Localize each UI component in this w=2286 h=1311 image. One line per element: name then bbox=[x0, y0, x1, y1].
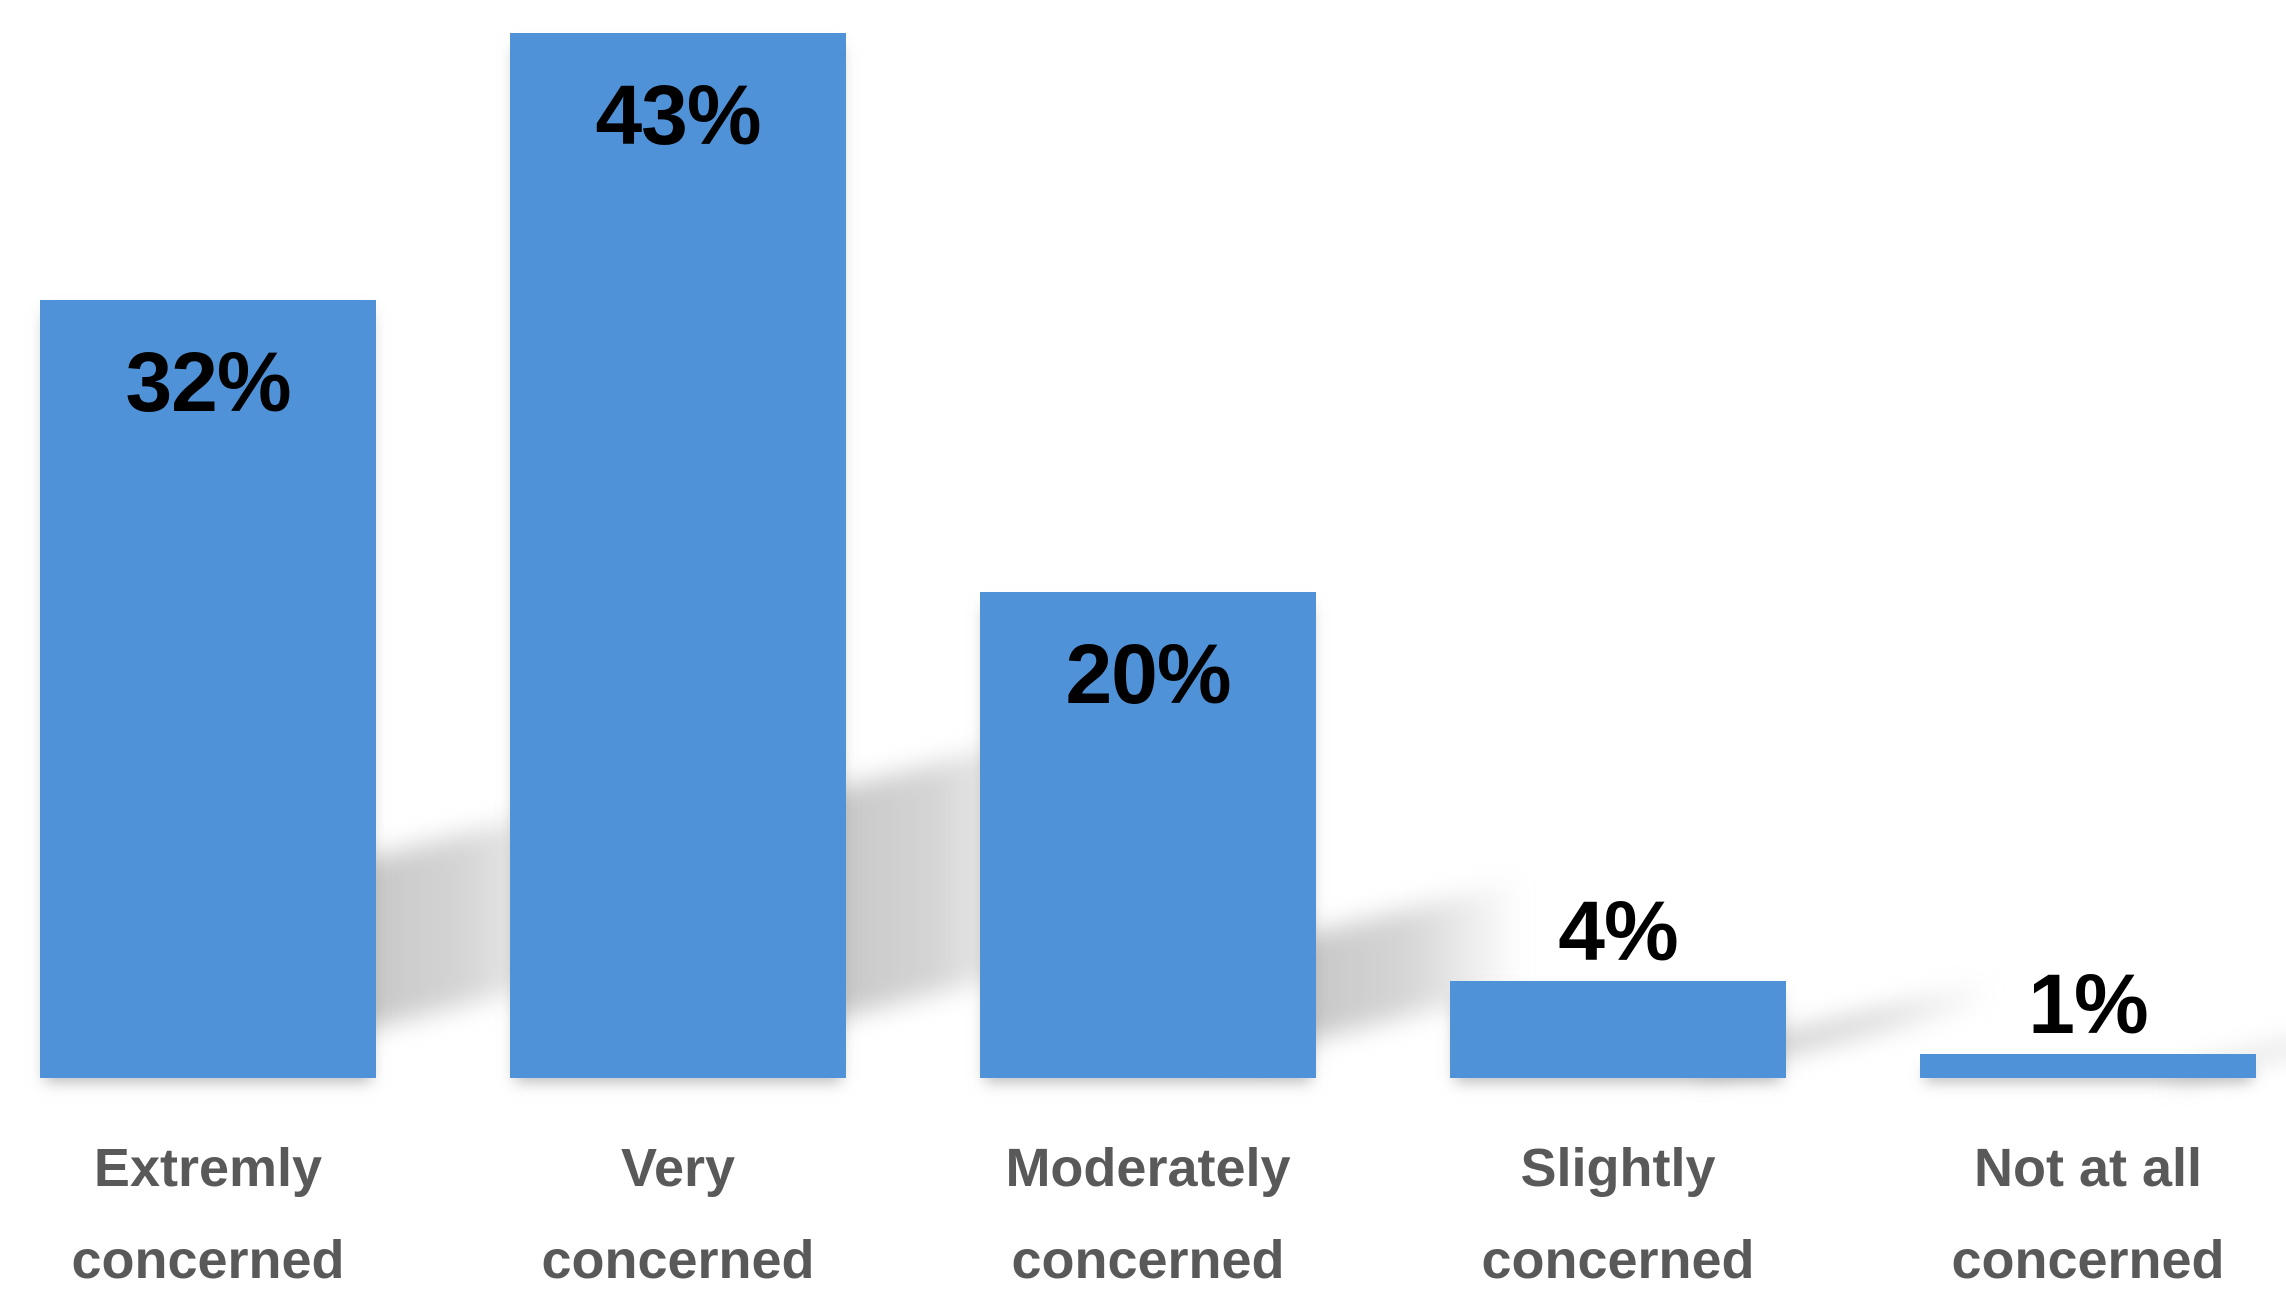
category-label-line1: Slightly bbox=[1520, 1138, 1716, 1198]
category-label: Very concerned bbox=[443, 1122, 913, 1306]
category-label-line1: Not at all bbox=[1973, 1138, 2203, 1198]
bar-value-label: 1% bbox=[2028, 957, 2148, 1051]
category-label: Not at all concerned bbox=[1853, 1122, 2286, 1306]
category-label-line2: concerned bbox=[1011, 1230, 1285, 1290]
bar bbox=[40, 300, 376, 1078]
category-label-line1: Extremly bbox=[93, 1138, 323, 1198]
category-label: Slightly concerned bbox=[1383, 1122, 1853, 1306]
bar-value-label: 32% bbox=[125, 335, 291, 429]
category-label-line2: concerned bbox=[541, 1230, 815, 1290]
bar-value-label: 43% bbox=[595, 68, 761, 162]
bar-group: 20% Moderately concerned bbox=[913, 0, 1546, 1311]
bar bbox=[1450, 981, 1786, 1078]
category-label: Extremly concerned bbox=[0, 1122, 443, 1306]
category-label-line1: Moderately bbox=[1005, 1138, 1291, 1198]
category-label-line2: concerned bbox=[71, 1230, 345, 1290]
category-label-line2: concerned bbox=[1481, 1230, 1755, 1290]
bar-group: 32% Extremly concerned bbox=[0, 0, 606, 1311]
bar-group: 1% Not at all concerned bbox=[1853, 0, 2286, 1311]
bar bbox=[980, 592, 1316, 1078]
bar-value-label: 4% bbox=[1558, 884, 1678, 978]
bar bbox=[510, 33, 846, 1078]
bar bbox=[1920, 1054, 2256, 1078]
bar-value-label: 20% bbox=[1065, 627, 1231, 721]
category-label: Moderately concerned bbox=[913, 1122, 1383, 1306]
category-label-line2: concerned bbox=[1951, 1230, 2225, 1290]
category-label-line1: Very bbox=[620, 1138, 736, 1198]
bar-group: 43% Very concerned bbox=[443, 0, 1076, 1311]
bar-group: 4% Slightly concerned bbox=[1383, 0, 2016, 1311]
